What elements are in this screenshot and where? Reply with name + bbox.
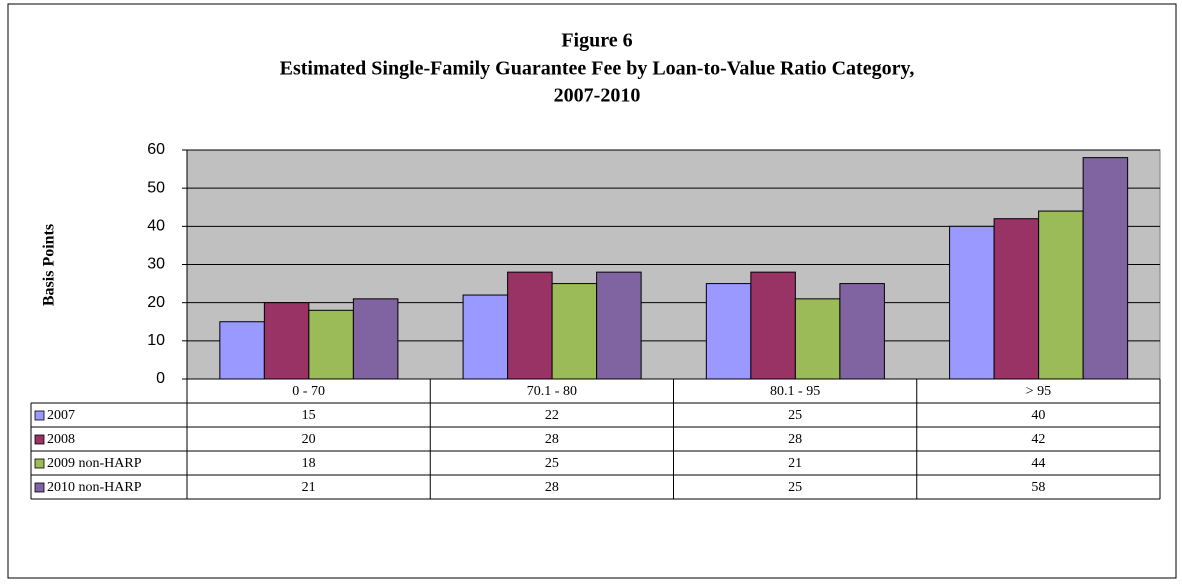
bar — [1038, 210, 1084, 380]
bar — [507, 271, 553, 380]
table-value: 44 — [1031, 456, 1045, 471]
bar — [462, 294, 509, 380]
y-tick-label: 0 — [156, 370, 165, 387]
legend-label: 2008 — [47, 432, 75, 447]
table-value: 40 — [1031, 408, 1045, 423]
bar — [352, 298, 399, 380]
y-tick-label: 20 — [147, 294, 165, 311]
y-axis-label: Basis Points — [41, 224, 58, 306]
bar — [705, 283, 752, 380]
table-value: 42 — [1031, 432, 1045, 447]
bar — [551, 283, 598, 380]
table-value: 25 — [545, 456, 559, 471]
bar — [794, 298, 841, 380]
legend-label: 2009 non-HARP — [47, 456, 142, 471]
legend-swatch — [34, 410, 45, 421]
bar — [596, 271, 642, 380]
legend-label: 2007 — [47, 408, 75, 423]
bar — [263, 302, 310, 380]
bar — [308, 309, 354, 380]
x-tick-label: 70.1 - 80 — [527, 384, 577, 399]
table-value: 25 — [788, 480, 802, 495]
x-tick-label: 80.1 - 95 — [770, 384, 820, 399]
chart-title: Figure 6 — [561, 30, 632, 52]
x-tick-label: 0 - 70 — [292, 384, 325, 399]
table-value: 20 — [302, 432, 316, 447]
y-tick-label: 40 — [147, 218, 165, 235]
table-value: 58 — [1031, 480, 1045, 495]
bar — [949, 225, 995, 380]
bar — [839, 283, 885, 380]
bar — [750, 271, 796, 380]
table-value: 18 — [302, 456, 316, 471]
bar — [993, 218, 1040, 380]
table-value: 22 — [545, 408, 559, 423]
x-tick-label: > 95 — [1026, 384, 1051, 399]
y-tick-label: 30 — [147, 256, 165, 273]
legend-swatch — [34, 434, 45, 445]
table-value: 28 — [788, 432, 802, 447]
table-value: 21 — [788, 456, 802, 471]
y-tick-label: 50 — [147, 179, 165, 196]
table-value: 15 — [302, 408, 316, 423]
table-value: 28 — [545, 480, 559, 495]
table-value: 21 — [302, 480, 316, 495]
y-tick-label: 10 — [147, 332, 165, 349]
bar — [1082, 157, 1129, 380]
bar — [219, 321, 265, 380]
legend-swatch — [34, 458, 45, 469]
chart-subtitle: 2007-2010 — [554, 85, 641, 107]
legend-swatch — [34, 482, 45, 493]
y-tick-label: 60 — [147, 141, 165, 158]
table-value: 28 — [545, 432, 559, 447]
table-value: 25 — [788, 408, 802, 423]
chart-subtitle: Estimated Single-Family Guarantee Fee by… — [280, 58, 915, 80]
legend-label: 2010 non-HARP — [47, 480, 142, 495]
